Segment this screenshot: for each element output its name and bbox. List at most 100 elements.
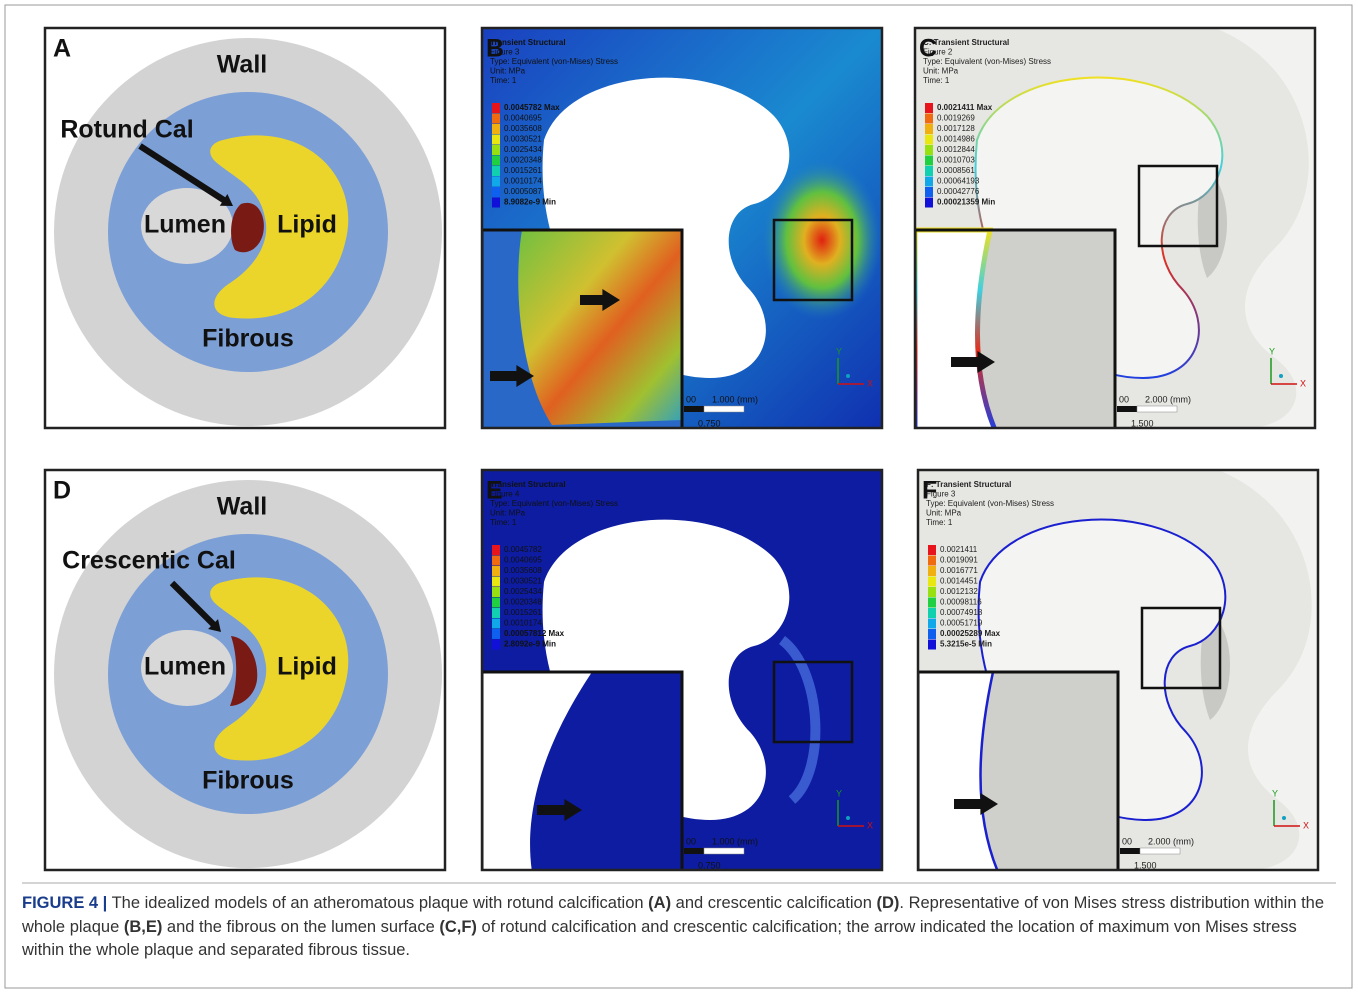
legend-swatch: [928, 556, 936, 566]
axis-label: Y: [1269, 346, 1275, 356]
lumen-label: Lumen: [144, 653, 226, 681]
wall-label: Wall: [217, 493, 267, 521]
legend-label: 0.0010174: [504, 619, 542, 628]
legend-swatch: [925, 177, 933, 187]
scale-bar: [1120, 848, 1140, 854]
header-line: Type: Equivalent (von-Mises) Stress: [490, 499, 618, 508]
header-line: Time: 1: [926, 518, 953, 527]
legend-label: 0.0010174: [504, 177, 542, 186]
legend-label: 0.0014451: [940, 577, 978, 586]
legend-swatch: [492, 577, 500, 587]
legend-swatch: [928, 640, 936, 650]
legend-label: 0.0005087: [504, 187, 542, 196]
legend-swatch: [925, 198, 933, 208]
axis-label: X: [1303, 820, 1309, 830]
panel-content: [482, 470, 882, 872]
legend-label: 0.0030521: [504, 577, 542, 586]
inset: [918, 672, 1118, 872]
legend-label: 0.0045782 Max: [504, 103, 560, 112]
calcification-label: Crescentic Cal: [62, 547, 236, 575]
header-line: Time: 1: [490, 518, 517, 527]
caption-text: (C,F): [439, 918, 477, 936]
legend-swatch: [928, 577, 936, 587]
inset: [482, 672, 682, 872]
legend-label: 0.00025289 Max: [940, 629, 1001, 638]
caption-text: (A): [648, 894, 671, 912]
legend-label: 0.0015261: [504, 608, 542, 617]
axis-label: X: [867, 820, 873, 830]
wall-label: Wall: [217, 51, 267, 79]
panel-label: C: [919, 35, 937, 63]
scale-label: 00: [686, 836, 696, 846]
scale-label: 00: [686, 394, 696, 404]
panel-content: [482, 28, 882, 430]
legend-label: 0.0035608: [504, 566, 542, 575]
scale-bar: [684, 848, 704, 854]
axis-label: Y: [1272, 788, 1278, 798]
header-line: Time: 1: [923, 76, 950, 85]
inset: [915, 230, 1115, 430]
legend-swatch: [492, 177, 500, 187]
legend-swatch: [928, 608, 936, 618]
legend-label: 0.0019269: [937, 114, 975, 123]
legend-label: 5.3215e-5 Min: [940, 640, 992, 649]
legend-swatch: [492, 135, 500, 145]
legend-label: 0.0015261: [504, 166, 542, 175]
panel-label: F: [922, 477, 937, 505]
legend-label: 0.00051719: [940, 619, 983, 628]
legend-swatch: [925, 135, 933, 145]
scale-bar: [1117, 406, 1137, 412]
page: { "schematics": [ {"label": "A", "wall":…: [0, 0, 1358, 993]
legend-label: 0.0012844: [937, 145, 975, 154]
caption-text: and the fibrous on the lumen surface: [162, 918, 439, 936]
legend-swatch: [925, 187, 933, 197]
legend-swatch: [492, 166, 500, 176]
legend-label: 0.0025434: [504, 145, 542, 154]
panel-content: [918, 470, 1318, 872]
scale-label: 1.000 (mm): [712, 836, 758, 846]
legend-label: 0.00098116: [940, 598, 982, 607]
panel-label: A: [53, 35, 71, 63]
simulation-panel: Transient StructuralFigure 3Type: Equiva…: [482, 28, 882, 430]
axis-origin: [1279, 374, 1283, 378]
legend-swatch: [928, 587, 936, 597]
scale-bar: [704, 848, 744, 854]
figure: AWallRotund CalLumenLipidFibrousDWallCre…: [0, 0, 1358, 993]
legend-label: 0.0040695: [504, 556, 542, 565]
legend-swatch: [925, 166, 933, 176]
legend-label: 8.9082e-9 Min: [504, 198, 556, 207]
caption: FIGURE 4 | The idealized models of an at…: [22, 892, 1340, 963]
panel-label: B: [486, 35, 504, 63]
legend-label: 0.0020348: [504, 598, 542, 607]
calcification-label: Rotund Cal: [60, 116, 193, 144]
legend-swatch: [492, 145, 500, 155]
scale-bar: [704, 406, 744, 412]
scale-label: 2.000 (mm): [1145, 394, 1191, 404]
legend-swatch: [928, 619, 936, 629]
legend-swatch: [492, 198, 500, 208]
caption-text: The idealized models of an atheromatous …: [107, 894, 648, 912]
panel-label: D: [53, 477, 71, 505]
panel-content: [915, 28, 1315, 430]
legend-swatch: [925, 124, 933, 134]
header-line: Type: Equivalent (von-Mises) Stress: [490, 57, 618, 66]
legend-label: 0.00057812 Max: [504, 629, 565, 638]
axis-label: X: [867, 378, 873, 388]
legend-swatch: [492, 640, 500, 650]
schematic-panel: DWallCrescentic CalLumenLipidFibrous: [45, 470, 445, 870]
legend-swatch: [928, 566, 936, 576]
scale-bar: [1137, 406, 1177, 412]
legend-swatch: [928, 545, 936, 555]
legend-swatch: [492, 629, 500, 639]
axis-origin: [846, 374, 850, 378]
caption-text: (D): [877, 894, 900, 912]
lipid-label: Lipid: [277, 653, 337, 681]
simulation-panel: Transient StructuralFigure 4Type: Equiva…: [482, 470, 882, 872]
legend-swatch: [928, 598, 936, 608]
legend-swatch: [492, 187, 500, 197]
inset: [482, 230, 682, 430]
inset-plaque: [518, 230, 682, 425]
scale-label: 00: [1119, 394, 1129, 404]
